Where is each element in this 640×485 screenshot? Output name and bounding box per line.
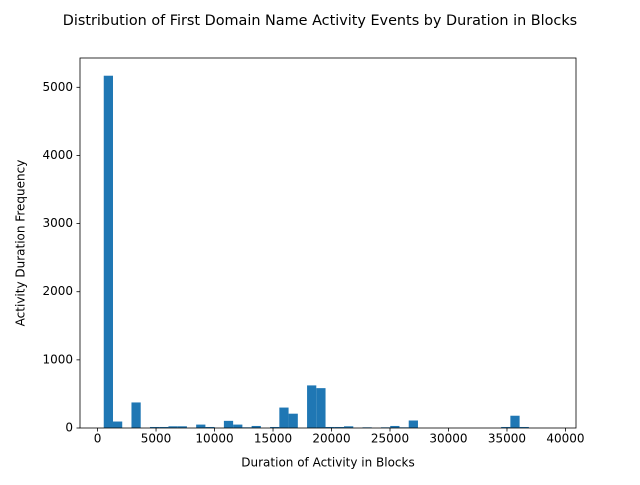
x-tick-label: 40000 [546, 432, 584, 446]
x-tick-label: 30000 [429, 432, 467, 446]
histogram-bar [131, 402, 141, 428]
y-axis-label: Activity Duration Frequency [14, 160, 28, 327]
histogram-bar [408, 420, 418, 428]
histogram-bar [501, 426, 511, 428]
histogram-bar [288, 413, 298, 428]
plot-frame [79, 57, 577, 429]
x-tick-label: 35000 [488, 432, 526, 446]
y-tick-label: 3000 [42, 216, 73, 230]
histogram-bar [223, 420, 234, 428]
y-tick-label: 5000 [42, 80, 73, 94]
histogram-bar [233, 424, 243, 428]
y-tick-label: 2000 [42, 284, 73, 298]
x-ticks-group: 0 5000 10000 15000 20000 25000 30000 35000 40000 [94, 428, 585, 446]
histogram-bar [168, 426, 178, 428]
y-ticks-group: 0 1000 2000 3000 4000 5000 [42, 80, 80, 435]
histogram-bar [344, 426, 354, 428]
histogram-bar [325, 426, 335, 428]
histogram-bar [334, 426, 345, 428]
x-tick-label: 10000 [195, 432, 233, 446]
x-axis-label: Duration of Activity in Blocks [241, 456, 414, 470]
histogram-bar [270, 426, 280, 428]
histogram-bar [519, 426, 529, 428]
x-tick-label: 5000 [141, 432, 172, 446]
histogram-bar [159, 426, 169, 428]
y-tick-label: 0 [65, 421, 73, 435]
histogram-bar [251, 425, 261, 428]
histogram-bar [279, 407, 289, 428]
x-tick-label: 20000 [312, 432, 350, 446]
histogram-bar [112, 421, 123, 428]
histogram-bar [205, 426, 215, 428]
histogram-bar [149, 426, 160, 428]
histogram-bar [510, 415, 520, 428]
histogram-bar [177, 426, 187, 428]
chart-title: Distribution of First Domain Name Activi… [63, 13, 577, 29]
x-tick-label: 0 [94, 432, 102, 446]
y-tick-label: 4000 [42, 148, 73, 162]
histogram-bar [316, 388, 326, 428]
x-tick-label: 15000 [254, 432, 292, 446]
histogram-bar [390, 425, 400, 428]
histogram-bar [307, 385, 317, 428]
histogram-bar [103, 75, 113, 428]
y-tick-label: 1000 [42, 352, 73, 366]
histogram-bar [196, 424, 206, 428]
x-tick-label: 25000 [371, 432, 409, 446]
